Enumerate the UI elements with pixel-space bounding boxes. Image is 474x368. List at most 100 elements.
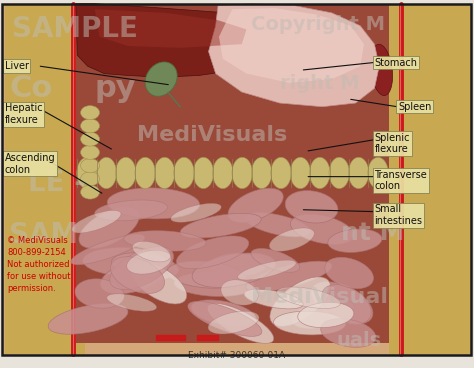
Ellipse shape [107,294,156,311]
Ellipse shape [310,158,330,188]
Ellipse shape [48,304,128,334]
Text: © MediVisuals
800-899-2154
Not authorized
for use without
permission.: © MediVisuals 800-899-2154 Not authorize… [7,236,71,293]
Ellipse shape [81,119,100,133]
Ellipse shape [228,188,283,222]
Ellipse shape [188,301,262,336]
Ellipse shape [285,191,338,223]
Ellipse shape [132,241,171,262]
Ellipse shape [192,253,275,287]
Ellipse shape [251,158,272,188]
Ellipse shape [130,262,187,304]
Text: py: py [95,74,137,103]
Polygon shape [95,9,246,48]
Polygon shape [76,4,389,343]
Ellipse shape [145,62,177,96]
Ellipse shape [174,158,194,188]
Ellipse shape [290,158,310,188]
Ellipse shape [321,319,376,347]
Ellipse shape [75,279,124,308]
FancyBboxPatch shape [2,4,471,355]
Text: Hepatic
flexure: Hepatic flexure [5,103,42,125]
Ellipse shape [291,215,354,244]
Ellipse shape [71,234,145,265]
Ellipse shape [328,229,382,252]
Ellipse shape [368,158,388,188]
Text: uals: uals [337,331,382,350]
Polygon shape [389,4,470,354]
Ellipse shape [246,261,332,292]
Text: LE -: LE - [28,169,86,197]
Ellipse shape [81,132,100,146]
Ellipse shape [322,284,371,324]
Ellipse shape [237,260,296,280]
Ellipse shape [191,300,256,326]
Ellipse shape [107,188,200,219]
Ellipse shape [174,272,255,297]
Text: Splenic
flexure: Splenic flexure [374,133,410,154]
Ellipse shape [273,311,346,335]
Ellipse shape [329,158,349,188]
Ellipse shape [81,145,100,159]
Ellipse shape [176,236,249,269]
Ellipse shape [298,302,354,328]
Ellipse shape [208,311,259,334]
Text: Transverse
colon: Transverse colon [374,170,427,191]
Ellipse shape [155,158,175,188]
Polygon shape [5,4,85,354]
Ellipse shape [232,158,252,188]
Ellipse shape [210,254,266,276]
Text: nt M: nt M [341,221,405,245]
Text: SAMPLE: SAMPLE [12,15,138,43]
Text: Ascending
colon: Ascending colon [5,153,55,174]
Ellipse shape [244,289,303,309]
Ellipse shape [81,185,100,199]
Ellipse shape [207,303,274,343]
Ellipse shape [371,44,392,96]
Ellipse shape [79,208,139,248]
Text: right M: right M [280,74,359,93]
Text: Small
intestines: Small intestines [374,205,422,226]
Ellipse shape [348,158,369,188]
Ellipse shape [127,250,171,274]
Ellipse shape [292,299,354,328]
Polygon shape [219,8,364,83]
Ellipse shape [96,158,117,188]
Text: Spleen: Spleen [398,102,431,112]
Ellipse shape [270,277,330,326]
Ellipse shape [221,280,258,305]
Ellipse shape [213,158,233,188]
Ellipse shape [72,210,121,233]
Ellipse shape [110,257,164,294]
Ellipse shape [95,200,167,221]
Text: MediVisuals: MediVisuals [137,125,288,145]
Text: SAM: SAM [9,221,79,249]
Ellipse shape [124,231,206,251]
Text: Exhibit# 300060-01A: Exhibit# 300060-01A [189,351,285,360]
Polygon shape [76,4,280,77]
Ellipse shape [77,158,97,188]
Ellipse shape [171,204,221,222]
Ellipse shape [83,248,167,276]
Ellipse shape [271,158,291,188]
Ellipse shape [269,228,314,251]
Ellipse shape [325,257,374,289]
Ellipse shape [180,213,261,238]
Ellipse shape [116,158,136,188]
Ellipse shape [81,106,100,120]
Ellipse shape [111,253,179,280]
Ellipse shape [311,282,373,324]
Ellipse shape [135,158,155,188]
Text: Liver: Liver [5,61,29,71]
Ellipse shape [81,159,100,173]
Ellipse shape [100,259,167,294]
Ellipse shape [193,158,214,188]
Ellipse shape [277,287,340,308]
Text: Stomach: Stomach [374,57,418,68]
Ellipse shape [110,247,173,289]
Ellipse shape [81,172,100,186]
Text: Copyright M: Copyright M [251,15,385,34]
Text: Co: Co [9,74,53,103]
Ellipse shape [251,248,300,272]
Polygon shape [209,4,379,107]
Ellipse shape [166,261,245,288]
